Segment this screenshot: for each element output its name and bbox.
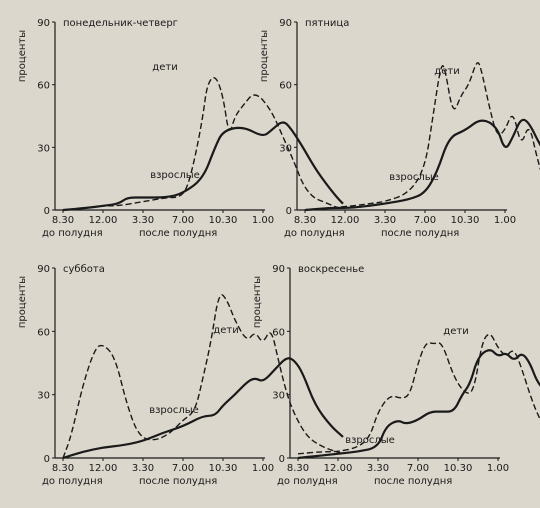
x-tick-label: 1.00	[252, 463, 274, 474]
x-tick-label: 12.00	[331, 215, 360, 226]
x-tick-label: 3.30	[374, 215, 396, 226]
x-tick-label: 7.00	[172, 463, 194, 474]
series-label-adults: взрослые	[389, 172, 439, 183]
series-line-children	[304, 62, 540, 211]
x-tick-label: 7.00	[414, 215, 436, 226]
x-subtitle-pm: после полудня	[139, 476, 217, 487]
x-subtitle-pm: после полудня	[374, 476, 452, 487]
chart-title: понедельник-четверг	[63, 18, 178, 29]
y-tick-label: 30	[37, 143, 50, 154]
y-axis-label: проценты	[17, 276, 28, 328]
y-tick-label: 0	[44, 206, 50, 217]
series-label-children: дети	[443, 326, 468, 337]
series-line-adults	[62, 121, 344, 212]
x-tick-label: 12.00	[89, 215, 118, 226]
series-line-children	[62, 294, 344, 459]
series-line-adults	[297, 349, 540, 460]
series-line-adults	[62, 357, 344, 460]
x-tick-label: 10.30	[209, 463, 238, 474]
chart-panel-2: 0 30 60 90 проценты 8.30 12.00 3.30 7.00 10.30 1.0…	[259, 18, 540, 239]
y-axis-label: проценты	[252, 276, 263, 328]
x-tick-label: 3.30	[132, 463, 154, 474]
x-tick-label: 10.30	[209, 215, 238, 226]
y-tick-label: 90	[37, 18, 50, 29]
series-line-children	[297, 333, 540, 455]
y-tick-label: 0	[286, 206, 292, 217]
x-tick-label: 7.00	[407, 463, 429, 474]
chart-title: воскресенье	[298, 264, 364, 275]
chart-panel-3: 0 30 60 90 проценты 8.30 12.00 3.30 7.00 10.30 1.0…	[17, 264, 344, 487]
series-label-children: дети	[213, 325, 238, 336]
y-tick-label: 60	[272, 327, 285, 338]
series-label-adults: взрослые	[345, 435, 395, 446]
y-tick-label: 0	[279, 454, 285, 465]
x-tick-label: 12.00	[324, 463, 353, 474]
x-subtitle-am: до полудня	[42, 228, 103, 239]
chart-title: суббота	[63, 264, 105, 275]
series-label-children: дети	[434, 66, 459, 77]
y-tick-label: 30	[37, 391, 50, 402]
x-tick-label: 1.00	[487, 463, 509, 474]
x-tick-label: 12.00	[89, 463, 118, 474]
x-subtitle-am: до полудня	[42, 476, 103, 487]
x-subtitle-pm: после полудня	[139, 228, 217, 239]
x-subtitle-am: до полудня	[284, 228, 345, 239]
y-tick-label: 60	[37, 81, 50, 92]
x-subtitle-am: до полудня	[277, 476, 338, 487]
y-tick-label: 90	[279, 18, 292, 29]
chart-panel-1: 0 30 60 90 проценты 8.30 12.00 3.30 7.00 10.30 1.0…	[17, 18, 344, 239]
x-tick-label: 3.30	[132, 215, 154, 226]
series-label-adults: взрослые	[149, 405, 199, 416]
x-tick-label: 3.30	[367, 463, 389, 474]
x-tick-label: 7.00	[172, 215, 194, 226]
y-tick-label: 90	[272, 264, 285, 275]
x-tick-label: 8.30	[52, 463, 74, 474]
series-label-children: дети	[152, 62, 177, 73]
y-axis-label: проценты	[17, 30, 28, 82]
chart-title: пятница	[305, 18, 349, 29]
x-tick-label: 8.30	[52, 215, 74, 226]
y-axis-label: проценты	[259, 30, 270, 82]
series-line-children	[62, 77, 344, 211]
y-tick-label: 30	[279, 143, 292, 154]
y-tick-label: 30	[272, 391, 285, 402]
series-line-adults	[304, 118, 540, 212]
x-tick-label: 8.30	[294, 215, 316, 226]
x-tick-label: 1.00	[494, 215, 516, 226]
y-tick-label: 60	[279, 81, 292, 92]
series-label-adults: взрослые	[150, 170, 200, 181]
chart-panel-4: 0 30 60 90 проценты 8.30 12.00 3.30 7.00 10.30 1.0…	[252, 264, 540, 487]
x-tick-label: 8.30	[287, 463, 309, 474]
x-tick-label: 10.30	[451, 215, 480, 226]
x-subtitle-pm: после полудня	[381, 228, 459, 239]
x-tick-label: 1.00	[252, 215, 274, 226]
y-tick-label: 90	[37, 264, 50, 275]
y-tick-label: 0	[44, 454, 50, 465]
y-tick-label: 60	[37, 327, 50, 338]
x-tick-label: 10.30	[444, 463, 473, 474]
